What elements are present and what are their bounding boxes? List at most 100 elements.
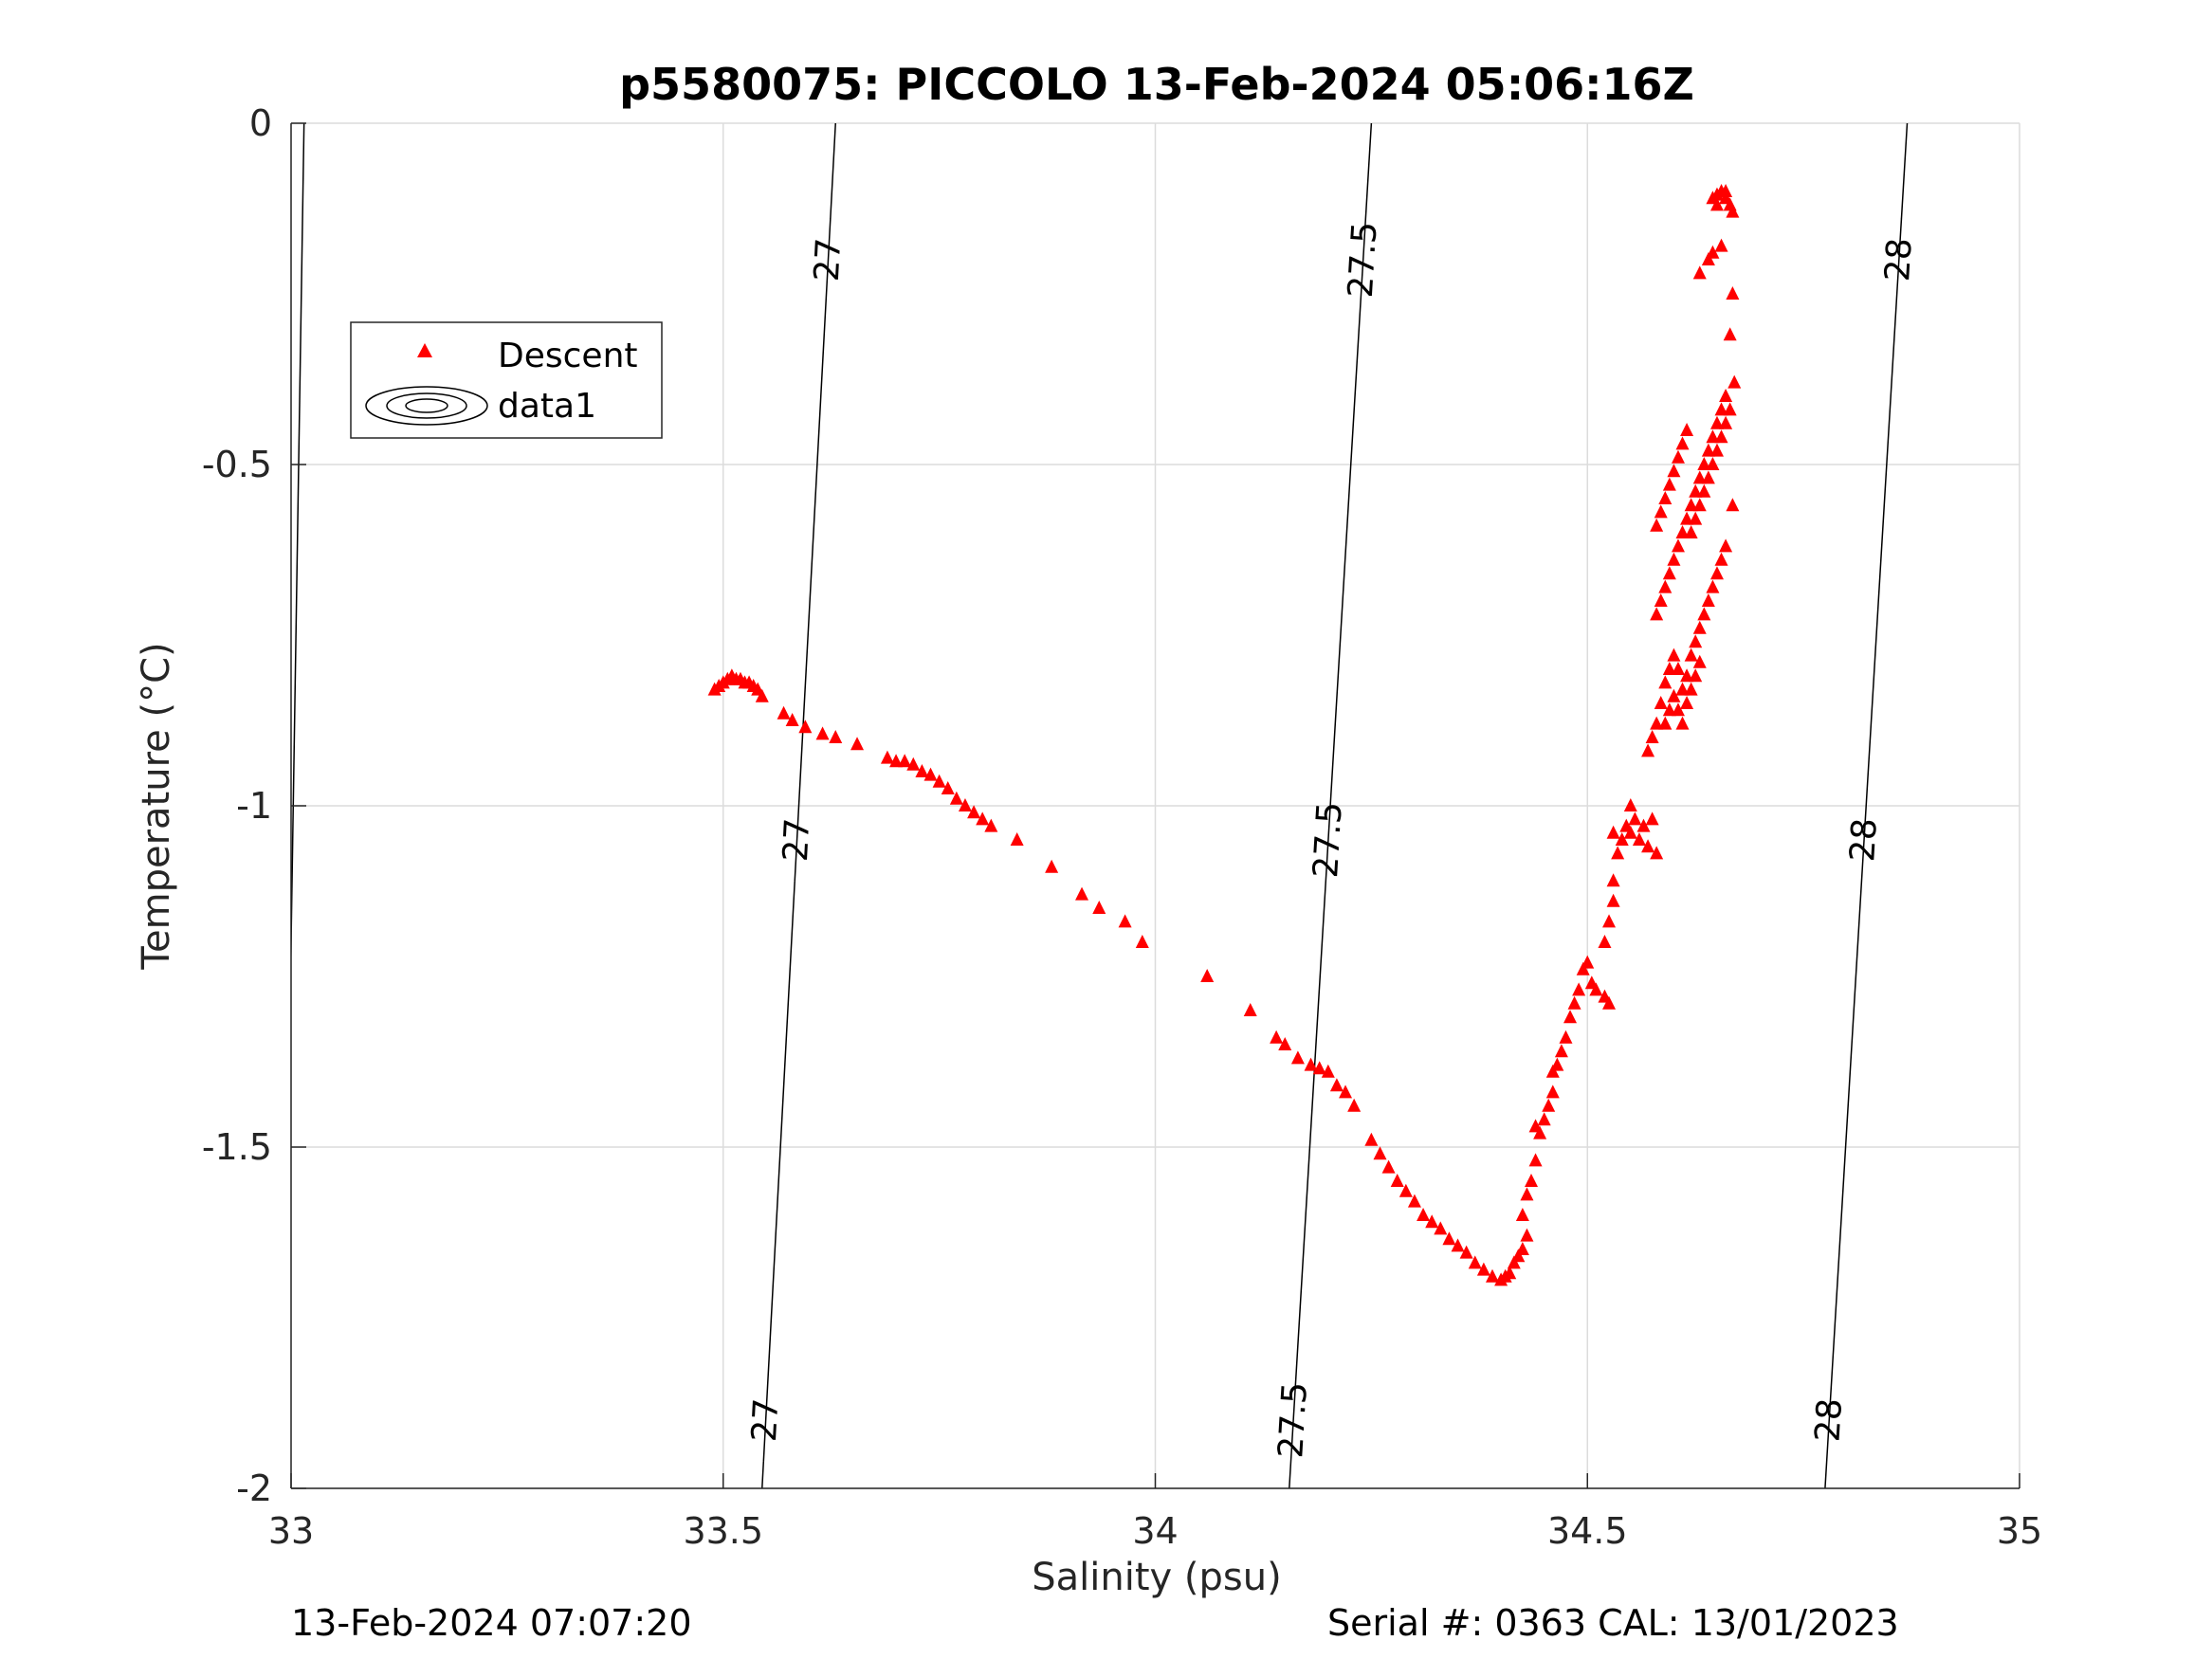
descent-point-48 <box>1364 1132 1379 1146</box>
descent-point-175 <box>1706 245 1720 259</box>
descent-point-25 <box>941 781 955 794</box>
x-tick-label-2: 34 <box>1132 1510 1178 1552</box>
y-tick-label-0: 0 <box>249 102 272 144</box>
descent-point-157 <box>1706 457 1720 470</box>
descent-point-172 <box>1692 654 1707 668</box>
descent-point-100 <box>1628 811 1642 826</box>
descent-point-97 <box>1615 832 1629 846</box>
descent-point-177 <box>1723 327 1737 341</box>
descent-point-173 <box>1692 265 1707 280</box>
descent-point-99 <box>1623 825 1637 839</box>
descent-point-174 <box>1701 252 1715 265</box>
descent-point-125 <box>1714 552 1728 566</box>
x-tick-label-0: 33 <box>268 1510 314 1552</box>
descent-point-148 <box>1667 464 1681 478</box>
descent-point-62 <box>1485 1268 1499 1283</box>
descent-point-84 <box>1567 995 1581 1010</box>
isopycnal-contours: 27 27 27 27.5 27.5 27.5 28 28 28 <box>291 123 1920 1488</box>
descent-point-32 <box>1045 859 1059 873</box>
descent-point-92 <box>1598 935 1612 948</box>
descent-point-132 <box>1671 538 1685 553</box>
descent-point-82 <box>1559 1030 1573 1044</box>
descent-point-59 <box>1459 1245 1473 1259</box>
descent-point-163 <box>1726 498 1740 512</box>
descent-point-116 <box>1675 682 1690 696</box>
isopycnal-label-0-0: 27 <box>808 237 849 283</box>
descent-point-28 <box>967 805 981 819</box>
descent-point-138 <box>1697 457 1711 470</box>
descent-point-149 <box>1671 449 1685 464</box>
descent-point-57 <box>1442 1231 1456 1246</box>
descent-point-26 <box>949 791 963 805</box>
descent-point-43 <box>1312 1061 1326 1075</box>
isopycnal-label-0-2: 27 <box>745 1397 786 1443</box>
isopycnal-label-2-1: 28 <box>1843 817 1885 863</box>
descent-point-151 <box>1680 423 1694 436</box>
descent-point-119 <box>1689 634 1703 648</box>
descent-point-124 <box>1709 566 1724 580</box>
descent-point-167 <box>1671 702 1685 717</box>
descent-point-89 <box>1589 982 1603 996</box>
descent-point-146 <box>1658 491 1673 504</box>
descent-point-73 <box>1528 1153 1543 1167</box>
descent-point-105 <box>1650 846 1664 860</box>
descent-point-153 <box>1689 511 1703 525</box>
footer-serial-cal: Serial #: 0363 CAL: 13/01/2023 <box>1327 1602 1899 1644</box>
descent-point-85 <box>1572 982 1586 996</box>
descent-point-161 <box>1723 402 1737 416</box>
isopycnal-line-0 <box>761 123 836 1488</box>
descent-point-86 <box>1576 961 1590 975</box>
descent-point-162 <box>1728 374 1742 389</box>
descent-point-128 <box>1654 593 1668 607</box>
descent-point-40 <box>1278 1037 1292 1050</box>
descent-point-121 <box>1697 607 1711 621</box>
descent-point-49 <box>1373 1146 1387 1160</box>
descent-point-168 <box>1675 716 1690 730</box>
descent-point-115 <box>1671 662 1685 675</box>
descent-points <box>707 184 1742 1286</box>
descent-point-123 <box>1706 579 1720 593</box>
descent-point-14 <box>798 720 813 734</box>
descent-point-159 <box>1714 429 1728 444</box>
descent-point-53 <box>1407 1194 1421 1208</box>
descent-point-67 <box>1511 1249 1526 1263</box>
descent-point-61 <box>1476 1262 1490 1276</box>
descent-point-79 <box>1545 1064 1560 1078</box>
isopycnal-line-1 <box>1289 123 1373 1488</box>
descent-point-54 <box>1417 1208 1431 1221</box>
descent-point-47 <box>1347 1098 1362 1112</box>
descent-point-83 <box>1563 1010 1578 1024</box>
footer-timestamp: 13-Feb-2024 07:07:20 <box>291 1602 692 1644</box>
descent-point-147 <box>1662 477 1676 491</box>
descent-point-150 <box>1675 436 1690 450</box>
descent-point-70 <box>1515 1208 1529 1221</box>
descent-point-20 <box>898 754 912 768</box>
descent-point-68 <box>1515 1242 1529 1255</box>
descent-point-51 <box>1390 1174 1404 1187</box>
descent-point-55 <box>1425 1214 1439 1229</box>
descent-point-17 <box>850 737 865 751</box>
descent-point-108 <box>1641 743 1655 757</box>
descent-point-134 <box>1680 511 1694 525</box>
descent-point-117 <box>1680 668 1694 683</box>
descent-point-29 <box>976 811 990 826</box>
descent-point-122 <box>1701 593 1715 607</box>
descent-point-91 <box>1602 995 1617 1010</box>
isopycnal-label-2-0: 28 <box>1878 237 1920 283</box>
descent-point-165 <box>1662 702 1676 717</box>
descent-point-176 <box>1714 238 1728 252</box>
descent-point-186 <box>1719 184 1733 197</box>
descent-point-71 <box>1520 1187 1534 1201</box>
descent-point-50 <box>1381 1159 1396 1174</box>
legend-contour-icon <box>365 386 488 426</box>
descent-point-140 <box>1706 429 1720 444</box>
descent-point-184 <box>1726 204 1740 218</box>
descent-point-41 <box>1290 1050 1305 1065</box>
descent-point-129 <box>1658 579 1673 593</box>
y-tick-label-1: -0.5 <box>202 444 272 485</box>
descent-point-169 <box>1680 696 1694 709</box>
descent-point-31 <box>1010 832 1024 846</box>
descent-point-142 <box>1714 402 1728 416</box>
descent-point-109 <box>1645 730 1659 743</box>
x-tick-label-3: 34.5 <box>1547 1510 1628 1552</box>
